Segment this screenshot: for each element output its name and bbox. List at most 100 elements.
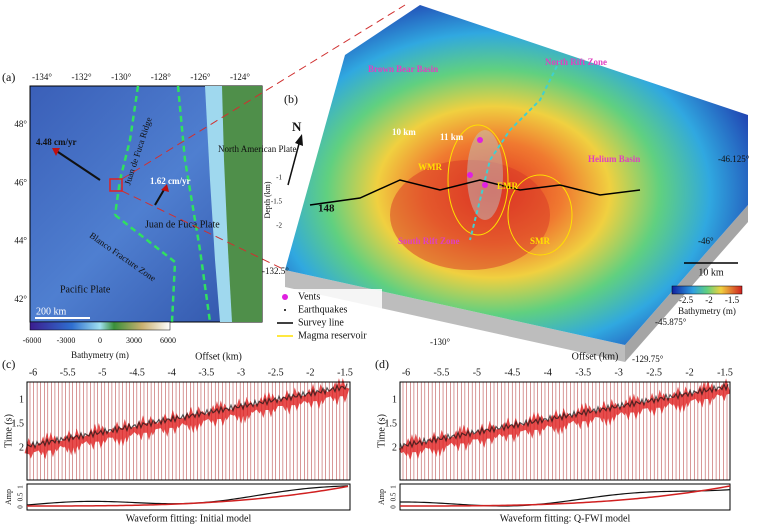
arrival — [24, 377, 350, 460]
amp-label: Amp — [377, 489, 386, 505]
caption: Waveform fitting: Q-FWI model — [500, 513, 631, 524]
lon-tick-label: -126° — [190, 72, 210, 82]
lat-label: -45.875° — [655, 317, 687, 327]
fracture-zone — [114, 214, 177, 323]
lon-label: -132.5° — [262, 266, 289, 276]
x-tick-label: -3.5 — [575, 367, 591, 378]
annotation: 10 km — [392, 127, 416, 137]
lat-tick-label: 44° — [14, 236, 27, 246]
colorbar-tick-label: 6000 — [160, 336, 176, 345]
zoom-line — [121, 4, 406, 180]
colorbar-tick-label: -6000 — [23, 336, 42, 345]
x-tick-label: -3.5 — [198, 367, 214, 378]
legend-label: Magma reservoir — [298, 330, 367, 341]
y-tick-label: 1.5 — [12, 418, 25, 429]
panel-label: (b) — [284, 92, 298, 106]
scale-bar-label: 10 km — [698, 267, 724, 278]
lat-tick-label: 42° — [14, 294, 27, 304]
annotation: 11 km — [440, 132, 464, 142]
annotation: Helium Basin — [588, 154, 640, 164]
x-tick-label: -1.5 — [717, 367, 733, 378]
depth-tick-label: -1.5 — [271, 198, 283, 206]
magma-reservoir — [447, 124, 509, 236]
legend-label: Earthquakes — [298, 304, 348, 315]
motion-arrow — [154, 187, 166, 206]
x-tick-label: -5.5 — [434, 367, 450, 378]
amp-tick-label: 1 — [390, 485, 398, 489]
survey-line — [309, 179, 641, 206]
legend-swatch — [284, 309, 286, 311]
colorbar-tick-label: 3000 — [126, 336, 142, 345]
block-side — [625, 205, 748, 362]
y-tick-label: 1 — [19, 394, 24, 405]
amp-curve — [27, 485, 349, 507]
panel-label: (d) — [375, 357, 389, 371]
annotation: North Rift Zone — [545, 57, 607, 67]
amp-tick-label: 0 — [17, 505, 25, 509]
vent — [467, 172, 473, 178]
north-arrow — [287, 139, 301, 186]
x-tick-label: -5.5 — [60, 367, 76, 378]
x-tick-label: -5 — [98, 367, 106, 378]
x-axis-label: Offset (km) — [195, 351, 242, 362]
annotation: Juan de Fuca Plate — [145, 219, 220, 230]
colorbar-label: Bathymetry (m) — [678, 306, 736, 316]
panel-b: (b) N Brown Bear Basin North Rift Zone H… — [121, 4, 748, 362]
plot-frame — [26, 381, 351, 481]
x-tick-label: -2 — [306, 367, 314, 378]
colorbar-tick-label: -1.5 — [725, 295, 740, 305]
legend-label: Vents — [298, 291, 320, 302]
x-tick-label: -2.5 — [646, 367, 662, 378]
amp-tick-label: 0 — [390, 505, 398, 509]
x-tick-label: -2 — [685, 367, 693, 378]
lon-tick-label: -130° — [111, 72, 131, 82]
lat-tick-label: 48° — [14, 119, 27, 129]
x-tick-label: -6 — [402, 367, 410, 378]
legend-label: Survey line — [298, 317, 344, 328]
land — [222, 86, 262, 322]
colorbar-tick-label: -2 — [705, 295, 713, 305]
y-tick-label: 1.5 — [385, 418, 398, 429]
x-tick-label: -2.5 — [268, 367, 284, 378]
amp-tick-label: 1 — [17, 485, 25, 489]
amp-tick-label: 0.5 — [390, 492, 398, 501]
x-tick-label: -4.5 — [504, 367, 520, 378]
colorbar — [29, 321, 171, 331]
magma-reservoir — [507, 174, 573, 256]
arrow-head — [52, 148, 60, 156]
annotation: SMR — [530, 236, 551, 246]
lon-tick-label: -134° — [32, 72, 52, 82]
amp-curve — [26, 485, 349, 506]
x-tick-label: -3 — [614, 367, 622, 378]
north-arrow-head — [295, 134, 303, 146]
lat-label: -46° — [698, 236, 714, 246]
amp-label: Amp — [4, 489, 13, 505]
colorbar-label: Bathymetry (m) — [71, 350, 129, 360]
colorbar-tick-label: -2.5 — [679, 295, 694, 305]
vent — [482, 182, 488, 188]
annotation: South Rift Zone — [398, 236, 460, 246]
caption: Waveform fitting: Initial model — [126, 513, 252, 524]
annotation: Pacific Plate — [60, 284, 111, 295]
lat-label: -46.125° — [718, 154, 750, 164]
panel-a: (a) 4.48 cm/yr 1.62 cm/yr Juan de Fuca R… — [2, 70, 296, 360]
lon-label: -130° — [430, 337, 450, 347]
annotation: North American Plate — [218, 144, 296, 154]
motion-arrow — [54, 149, 101, 181]
ridge — [113, 85, 140, 216]
x-tick-label: -1.5 — [337, 367, 353, 378]
legend-swatch — [282, 294, 288, 300]
annotation: 1.62 cm/yr — [150, 176, 191, 186]
depth-tick-label: -2 — [276, 222, 282, 230]
y-tick-label: 2 — [19, 442, 24, 453]
trench — [176, 85, 212, 323]
north-label: N — [292, 119, 302, 134]
colorbar-tick-label: 0 — [98, 336, 102, 345]
lon-tick-label: -128° — [151, 72, 171, 82]
annotation: Brown Bear Basin — [368, 64, 438, 74]
annotation: WMR — [418, 162, 442, 172]
y-tick-label: 2 — [392, 442, 397, 453]
zoom-line — [121, 190, 286, 271]
arrow-head — [161, 184, 169, 192]
